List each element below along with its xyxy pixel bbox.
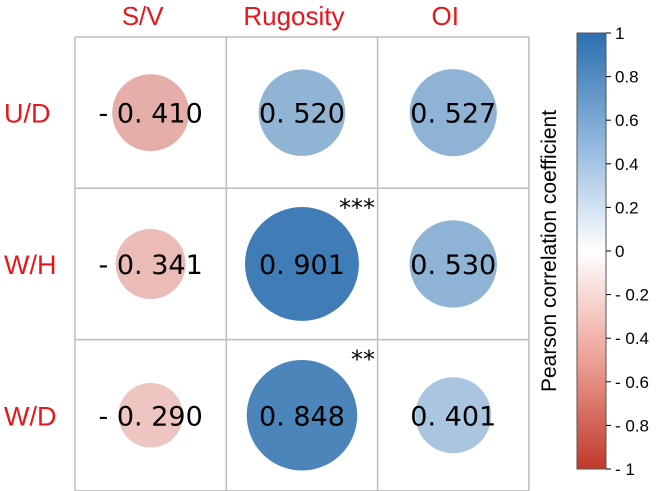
correlation-value-label: 0. 530	[410, 250, 496, 281]
column-label: S/V	[122, 1, 165, 31]
row-label: U/D	[4, 99, 51, 129]
correlation-value-label: 0. 901	[259, 250, 345, 281]
correlation-circle	[409, 220, 497, 308]
correlation-value-label: - 0. 290	[99, 401, 203, 432]
significance-marker: **	[351, 345, 375, 373]
matrix-grid	[74, 36, 530, 491]
correlation-circles: - 0. 410 0. 520 0. 527 - 0. 341 0. 901 *** 0. …	[99, 69, 497, 471]
colorbar-tick-label: 1	[615, 24, 624, 43]
correlation-value-label: 0. 527	[410, 99, 496, 130]
colorbar-ticks: 1 0.8 0.6 0.4 0.2 0 - 0.2 - 0.4 - 0.6 - 0.8 - 1	[606, 24, 649, 479]
row-label: W/D	[4, 401, 56, 431]
colorbar-tick-label: 0	[615, 242, 624, 261]
axis-labels: S/V Rugosity OI U/D W/H W/D	[4, 1, 459, 431]
correlation-circle	[115, 228, 186, 299]
correlation-circle	[409, 69, 497, 157]
correlation-circle	[112, 74, 190, 152]
correlation-circle	[118, 382, 183, 448]
row-label: W/H	[4, 250, 56, 280]
colorbar-tick-label: 0.2	[615, 198, 639, 217]
colorbar-tick-label: 0.6	[615, 111, 639, 130]
correlation-value-label: 0. 401	[410, 401, 496, 432]
colorbar-tick-label: - 0.8	[615, 416, 649, 435]
correlation-circle	[415, 377, 492, 454]
column-label: OI	[432, 1, 459, 31]
column-label: Rugosity	[243, 1, 344, 31]
correlation-value-label: - 0. 410	[99, 99, 203, 130]
correlation-circle	[258, 69, 346, 156]
correlation-value-label: 0. 520	[259, 99, 345, 130]
colorbar-tick-label: - 0.2	[615, 286, 649, 305]
significance-marker: ***	[339, 194, 375, 222]
colorbar-tick-label: - 1	[615, 460, 635, 479]
correlation-circle	[246, 359, 358, 471]
colorbar-tick-label: 0.4	[615, 155, 639, 174]
colorbar-tick-label: - 0.6	[615, 373, 649, 392]
correlation-value-label: 0. 848	[259, 401, 345, 432]
correlation-value-label: - 0. 341	[99, 250, 203, 281]
colorbar	[576, 32, 607, 470]
colorbar-gradient	[576, 32, 607, 470]
colorbar-tick-label: 0.8	[615, 68, 639, 87]
colorbar-tick-label: - 0.4	[615, 329, 649, 348]
colorbar-title: Pearson correlation coefficient	[538, 110, 561, 392]
correlation-circle	[244, 206, 359, 321]
